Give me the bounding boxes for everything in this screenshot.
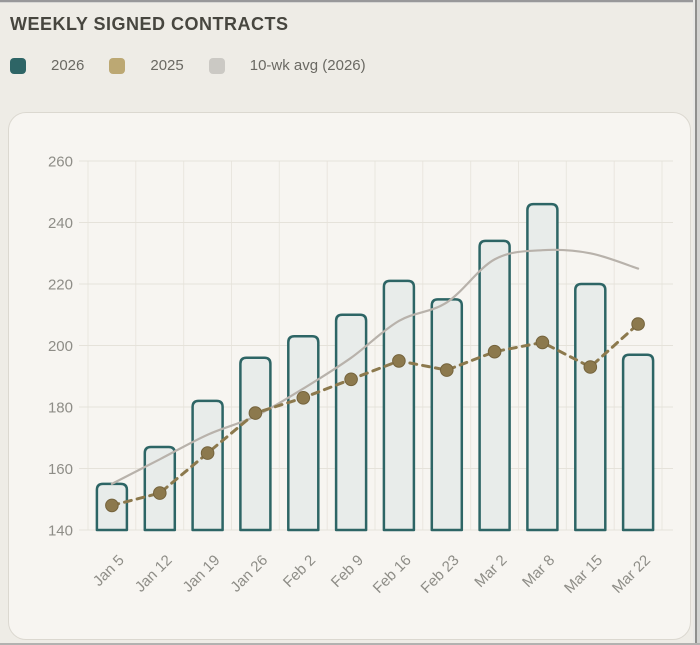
y-tick-label: 260 xyxy=(48,154,73,171)
bar-feb-23 xyxy=(430,298,464,532)
legend-swatch-icon xyxy=(208,57,225,74)
bar-mar-8 xyxy=(526,202,559,532)
weekly-contracts-chart: 140 160 180 200 220 240 260 Jan 5 Jan 12 Jan 19 Ja… xyxy=(48,154,673,597)
y-tick-label: 200 xyxy=(48,338,73,355)
legend-item-10-wk-avg-2026-: 10-wk avg (2026) xyxy=(208,57,366,74)
bar-feb-2 xyxy=(287,335,320,532)
window-bottom-edge xyxy=(0,643,700,645)
marker-2025-mar-22 xyxy=(631,317,645,331)
legend-label: 2026 xyxy=(51,57,85,74)
marker-2025-feb-9 xyxy=(344,372,358,387)
bar-jan-26 xyxy=(239,356,272,532)
y-axis-tick-labels: 140 160 180 200 220 240 260 xyxy=(48,154,73,540)
legend-item-2026: 2026 xyxy=(10,57,84,74)
page-title: WEEKLY SIGNED CONTRACTS xyxy=(10,14,289,34)
x-tick-label: Mar 15 xyxy=(561,552,606,597)
marker-2025-mar-15 xyxy=(583,360,598,374)
bar-mar-15 xyxy=(574,282,607,532)
x-tick-label: Jan 12 xyxy=(132,552,176,596)
marker-2025-jan-5 xyxy=(105,498,119,513)
line-2025 xyxy=(110,322,640,507)
x-tick-label: Feb 2 xyxy=(280,552,319,591)
x-tick-label: Mar 8 xyxy=(519,552,558,591)
x-tick-label: Jan 5 xyxy=(90,552,128,590)
legend-label: 10-wk avg (2026) xyxy=(249,57,366,74)
marker-2025-feb-23 xyxy=(440,363,454,377)
marker-2025-jan-26 xyxy=(248,406,263,420)
x-tick-label: Mar 2 xyxy=(471,552,510,591)
bars-2026 xyxy=(95,202,655,532)
y-tick-label: 240 xyxy=(48,215,73,232)
marker-2025-jan-19 xyxy=(200,446,215,460)
y-tick-label: 180 xyxy=(48,400,73,417)
marker-2025-mar-2 xyxy=(487,344,502,359)
line-10wk-avg xyxy=(110,248,640,485)
chart-panel: 140 160 180 200 220 240 260 Jan 5 Jan 12 Jan 19 Ja… xyxy=(8,112,691,640)
marker-2025-jan-12 xyxy=(153,486,167,500)
grid xyxy=(79,160,673,531)
bar-mar-22 xyxy=(621,353,655,532)
x-tick-label: Mar 22 xyxy=(609,552,654,597)
marker-2025-feb-16 xyxy=(392,354,406,368)
chart-header: WEEKLY SIGNED CONTRACTS 2026 2025 10-wk av… xyxy=(10,8,680,74)
bar-mar-2 xyxy=(478,239,511,532)
legend-swatch-icon xyxy=(109,57,126,74)
legend-item-2025: 2025 xyxy=(109,57,184,74)
window-right-edge[interactable] xyxy=(693,0,700,645)
legend-label: 2025 xyxy=(150,57,184,74)
window-top-edge xyxy=(0,0,700,3)
bar-jan-19 xyxy=(191,399,224,532)
y-tick-label: 160 xyxy=(48,461,73,478)
bar-feb-9 xyxy=(334,313,368,532)
x-tick-label: Feb 16 xyxy=(370,552,415,597)
x-tick-label: Feb 23 xyxy=(418,552,463,597)
x-tick-label: Feb 9 xyxy=(328,552,367,591)
y-tick-label: 220 xyxy=(48,277,73,294)
legend-swatch-icon xyxy=(10,57,26,74)
marker-2025-mar-8 xyxy=(535,335,550,350)
marker-2025-feb-2 xyxy=(296,391,311,405)
markers-2025 xyxy=(105,317,645,513)
bar-feb-16 xyxy=(382,279,416,532)
x-tick-label: Jan 26 xyxy=(227,552,271,596)
legend: 2026 2025 10-wk avg (2026) xyxy=(10,57,680,74)
y-tick-label: 140 xyxy=(48,523,73,540)
x-axis-tick-labels: Jan 5 Jan 12 Jan 19 Jan 26 Feb 2 Feb 9 Feb 16 F… xyxy=(90,552,654,597)
x-tick-label: Jan 19 xyxy=(180,552,224,596)
